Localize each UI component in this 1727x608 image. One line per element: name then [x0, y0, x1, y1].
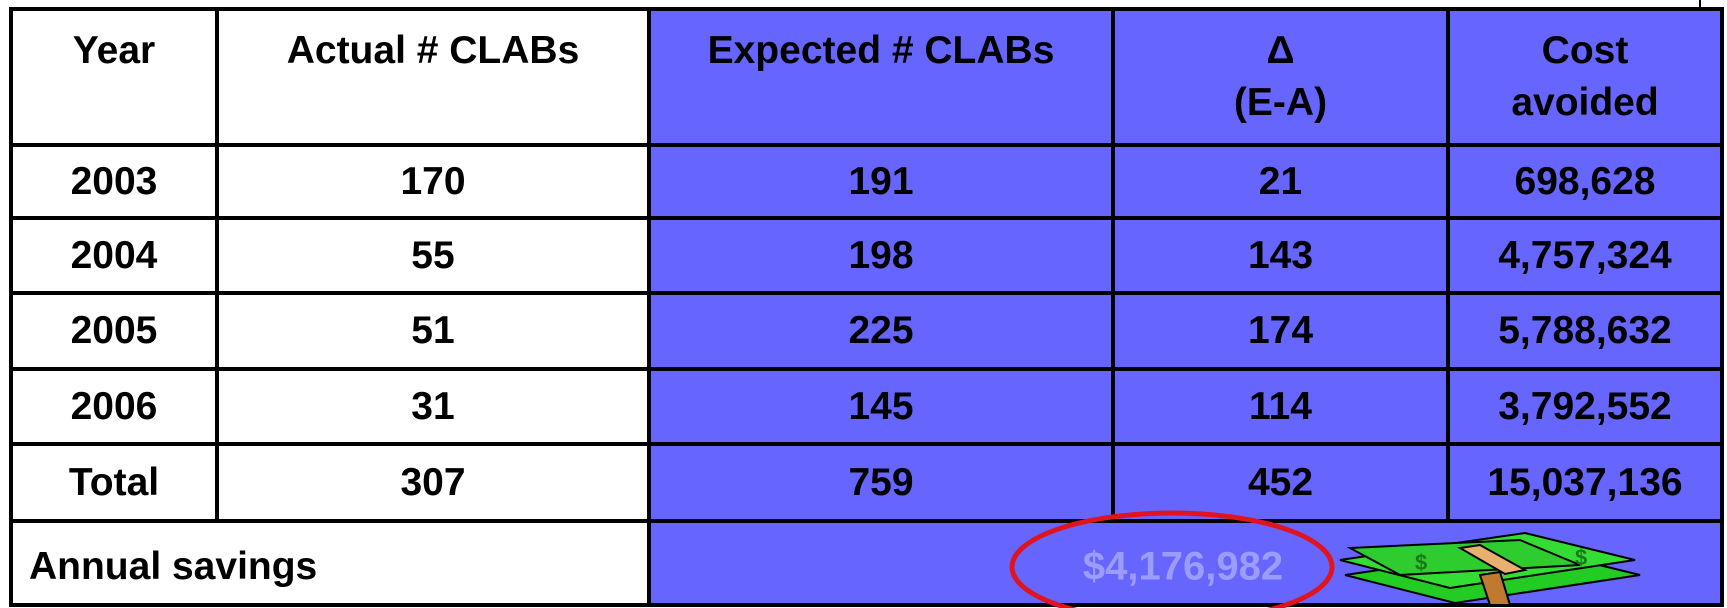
cell-text: 145 [848, 384, 914, 428]
cell-text: 21 [1258, 159, 1303, 203]
cell-text: 2004 [70, 233, 158, 277]
table-cell: 170 [217, 145, 649, 218]
highlight-ellipse [1009, 510, 1335, 608]
table-cell: 452 [1113, 444, 1448, 521]
header-cell: Cost avoided [1448, 9, 1722, 145]
cell-text: 2005 [70, 309, 158, 352]
table-cell: 174 [1113, 293, 1448, 369]
table-cell: 15,037,136 [1448, 444, 1722, 521]
cell-text: 55 [411, 233, 455, 277]
header-text: Actual # CLABs [286, 29, 580, 72]
table-cell: 5,788,632 [1448, 293, 1722, 369]
cell-text: 307 [400, 460, 466, 504]
table-cell: 21 [1113, 145, 1448, 218]
cell-text: 5,788,632 [1498, 309, 1672, 352]
table-cell: 2006 [11, 369, 217, 444]
cell-text: 2006 [70, 384, 158, 428]
table-cell: 2004 [11, 218, 217, 293]
cell-text: Total [68, 460, 160, 504]
cell-text: 698,628 [1514, 159, 1656, 203]
header-text: Δ [1266, 29, 1295, 72]
header-text: (E-A) [1233, 81, 1328, 124]
cell-text: 198 [848, 233, 914, 277]
svg-text:$: $ [1415, 550, 1427, 575]
cell-text: 759 [848, 460, 914, 504]
table-cell: 307 [217, 444, 649, 521]
header-cell: Expected # CLABs [649, 9, 1113, 145]
table-cell: 4,757,324 [1448, 218, 1722, 293]
table-cell: 143 [1113, 218, 1448, 293]
cell-text: 51 [411, 309, 455, 352]
cell-text: 191 [848, 159, 914, 203]
cell-text: 4,757,324 [1498, 233, 1672, 277]
cell-text: 2003 [70, 159, 158, 203]
table-cell: 145 [649, 369, 1113, 444]
cell-text: 3,792,552 [1498, 384, 1672, 428]
table-cell: 3,792,552 [1448, 369, 1722, 444]
cell-text: 31 [411, 384, 455, 428]
cell-text: 225 [848, 309, 914, 352]
annual-savings-value: $4,176,982 [1083, 545, 1283, 589]
header-text: Expected # CLABs [707, 29, 1055, 72]
table-cell: 55 [217, 218, 649, 293]
cell-text: 114 [1249, 384, 1312, 428]
cell-text: 15,037,136 [1487, 460, 1683, 504]
table-cell: 698,628 [1448, 145, 1722, 218]
table-cell: 225 [649, 293, 1113, 369]
table-cell: 759 [649, 444, 1113, 521]
header-cell: Δ (E-A) [1113, 9, 1448, 145]
header-text: avoided [1511, 81, 1659, 124]
money-icon: $ $ [1339, 531, 1641, 606]
table-cell: 51 [217, 293, 649, 369]
table-cell: 31 [217, 369, 649, 444]
footer-label: Annual savings [29, 545, 318, 588]
cell-text: 143 [1247, 233, 1314, 277]
header-text: Year [72, 29, 156, 72]
table-cell: 198 [649, 218, 1113, 293]
table-cell: 114 [1113, 369, 1448, 444]
table-cell: 191 [649, 145, 1113, 218]
table-cell: Total [11, 444, 217, 521]
table-border [9, 7, 1724, 607]
cell-text: 174 [1247, 309, 1314, 352]
cell-text: 170 [400, 159, 466, 203]
svg-text:$: $ [1575, 545, 1587, 570]
header-text: Cost [1541, 29, 1629, 72]
cell-text: 452 [1247, 460, 1314, 504]
